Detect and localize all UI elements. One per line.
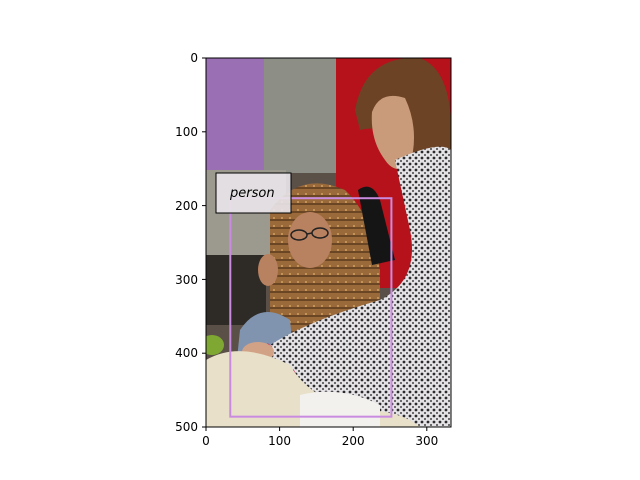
y-tick: 0: [190, 51, 206, 65]
x-tick-label: 0: [202, 434, 210, 448]
y-tick-label: 300: [175, 273, 198, 287]
raised-hand: [258, 254, 278, 286]
y-tick-label: 100: [175, 125, 198, 139]
x-tick: 300: [415, 427, 438, 448]
y-tick: 400: [175, 346, 206, 360]
label-text: person: [229, 186, 275, 201]
photo: [206, 58, 451, 427]
standing-woman-face: [371, 95, 414, 169]
detection-box: [229, 197, 393, 418]
axes-frame: [205, 57, 452, 428]
x-tick: 200: [342, 427, 365, 448]
label-background: [215, 172, 292, 214]
y-tick: 500: [175, 420, 206, 434]
y-tick-label: 500: [175, 420, 198, 434]
x-tick-label: 100: [268, 434, 291, 448]
y-tick-label: 400: [175, 346, 198, 360]
glasses: [290, 227, 329, 241]
extended-arm: [270, 296, 430, 379]
gray-fabric: [264, 58, 340, 173]
detection-label: person: [215, 172, 292, 214]
x-axis: 0 100 200 300: [202, 427, 438, 448]
y-tick: 100: [175, 125, 206, 139]
x-tick: 0: [202, 427, 210, 448]
y-axis: 0 100 200 300 400 500: [175, 51, 206, 434]
cloth-bundle: [206, 351, 420, 427]
x-tick-label: 200: [342, 434, 365, 448]
y-tick-label: 0: [190, 51, 198, 65]
purple-fabric: [206, 58, 268, 178]
x-tick-label: 300: [415, 434, 438, 448]
y-tick: 200: [175, 199, 206, 213]
y-tick: 300: [175, 273, 206, 287]
x-tick: 100: [268, 427, 291, 448]
y-tick-label: 200: [175, 199, 198, 213]
seated-woman-face: [288, 212, 332, 268]
